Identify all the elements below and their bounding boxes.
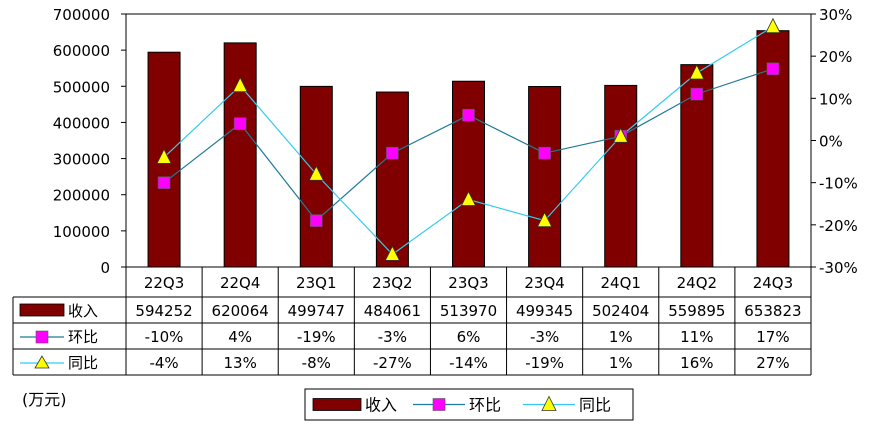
left-tick-label: 0 (100, 259, 110, 277)
legend-label: 同比 (579, 396, 611, 415)
table-cell: -4% (149, 354, 178, 372)
table-key-triangle (34, 355, 50, 369)
category-label: 23Q4 (524, 274, 564, 292)
table-cell: 1% (609, 328, 633, 346)
table-cell: -8% (302, 354, 331, 372)
right-tick-label: 0% (819, 133, 843, 151)
triangle-marker (156, 148, 172, 164)
triangle-marker (384, 245, 401, 261)
table-cell: 4% (228, 328, 252, 346)
legend-label: 环比 (469, 396, 501, 415)
category-label: 23Q1 (296, 274, 336, 292)
table-cell: 499747 (288, 302, 345, 320)
left-tick-label: 200000 (53, 187, 110, 205)
table-cell: 559895 (668, 302, 725, 320)
bar (223, 42, 257, 268)
triangle-marker (308, 165, 324, 181)
right-tick-label: -20% (819, 217, 858, 235)
table-cell: 594252 (135, 302, 192, 320)
left-tick-label: 600000 (53, 42, 110, 60)
square-marker (462, 108, 475, 122)
table-row-header: 环比 (68, 328, 98, 346)
table-cell: 653823 (744, 302, 801, 320)
triangle-marker (765, 17, 781, 34)
square-marker (233, 117, 247, 130)
triangle-marker (536, 211, 553, 228)
category-label: 23Q3 (448, 274, 488, 292)
table-cell: -27% (373, 354, 412, 372)
left-tick-label: 100000 (53, 223, 110, 241)
square-marker (309, 214, 323, 227)
square-marker (766, 62, 780, 76)
table-row-header: 收入 (68, 302, 98, 320)
table-cell: 11% (680, 328, 713, 346)
right-tick-label: -10% (819, 175, 858, 193)
triangle-marker (460, 190, 477, 206)
left-tick-label: 300000 (53, 151, 110, 169)
table-cell: 13% (223, 354, 256, 372)
bar (604, 84, 638, 268)
table-cell: -10% (145, 328, 184, 346)
table-key-square (35, 330, 49, 344)
triangle-marker (232, 76, 248, 93)
left-tick-label: 500000 (53, 78, 110, 96)
table-cell: 1% (609, 354, 633, 372)
right-tick-label: 10% (819, 90, 852, 108)
right-tick-label: -30% (819, 259, 858, 277)
left-axis: 0 100000 200000 300000 400000 500000 600000 700… (53, 6, 126, 277)
category-label: 22Q4 (220, 274, 260, 292)
table-cell: -19% (297, 328, 336, 346)
table-cell: 620064 (212, 302, 269, 320)
left-tick-label: 700000 (53, 6, 110, 24)
square-marker (538, 146, 551, 160)
table-cell: 27% (756, 354, 789, 372)
category-label: 22Q3 (144, 274, 184, 292)
category-label: 23Q2 (372, 274, 412, 292)
bar (299, 85, 333, 268)
table-cell: 16% (680, 354, 713, 372)
triangle-marker (613, 127, 629, 143)
table-cell: -14% (449, 354, 488, 372)
table-cell: 499345 (516, 302, 573, 320)
legend-label: 收入 (365, 396, 397, 415)
table-row-header: 同比 (68, 354, 98, 372)
legend-key-triangle (541, 395, 557, 411)
table-key-bar (19, 303, 65, 317)
bar-series (147, 30, 790, 268)
bar (528, 86, 562, 268)
right-axis: -30% -20% -10% 0% 10% 20% 30% (811, 6, 858, 277)
category-label: 24Q1 (601, 274, 641, 292)
table-cell: 6% (457, 328, 481, 346)
square-marker (690, 87, 704, 101)
legend: 收入 环比 同比 (304, 388, 634, 421)
unit-label: (万元) (22, 390, 67, 409)
table-cell: 502404 (592, 302, 649, 320)
table-cell: -19% (525, 354, 564, 372)
right-tick-label: 20% (819, 48, 852, 66)
data-table: 22Q3 22Q4 23Q1 23Q2 23Q3 23Q4 24Q1 24Q2 24Q3 收入 59… (12, 267, 812, 376)
square-marker (386, 146, 399, 160)
table-cell: 484061 (364, 302, 421, 320)
table-cell: -3% (530, 328, 559, 346)
table-cell: -3% (378, 328, 407, 346)
table-cell: 17% (756, 328, 789, 346)
table-cell: 513970 (440, 302, 497, 320)
bar (375, 91, 409, 268)
triangle-marker (689, 64, 705, 80)
legend-key-bar (312, 398, 362, 411)
category-label: 24Q2 (677, 274, 717, 292)
legend-key-square (432, 398, 446, 411)
line-series (156, 17, 781, 261)
right-tick-label: 30% (819, 6, 852, 24)
left-tick-label: 400000 (53, 114, 110, 132)
square-marker (157, 176, 171, 189)
category-label: 24Q3 (753, 274, 793, 292)
